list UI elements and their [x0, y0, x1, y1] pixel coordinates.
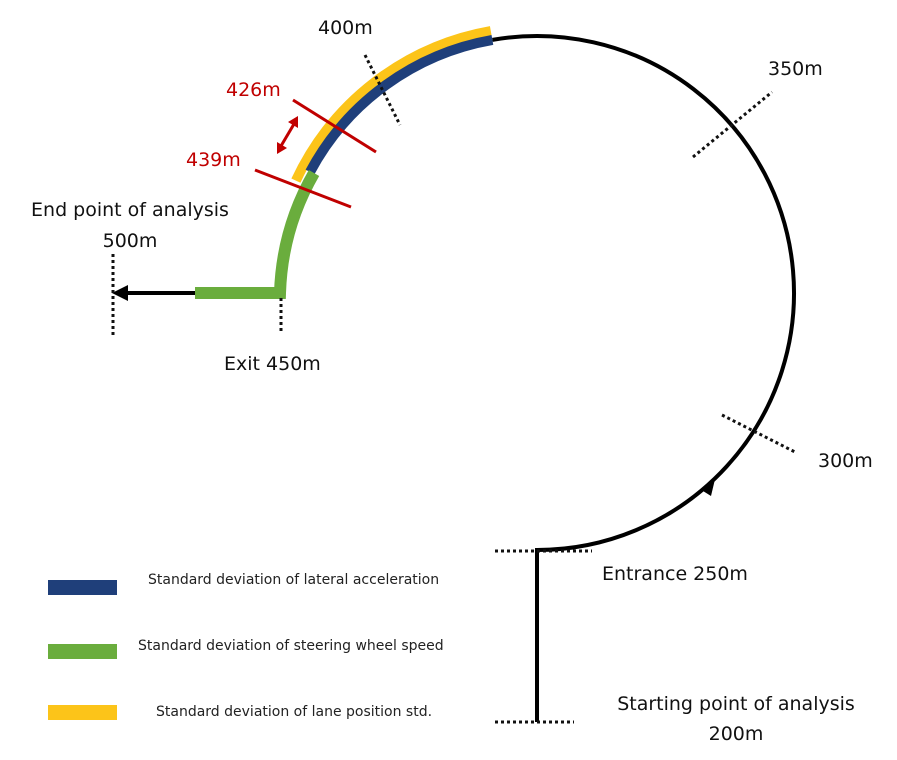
label: 350m — [768, 58, 823, 80]
label: 400m — [318, 17, 373, 39]
steering-speed-band — [195, 170, 320, 299]
label: End point of analysis — [31, 199, 229, 221]
label: Starting point of analysis — [617, 693, 855, 715]
label: Exit 450m — [224, 353, 321, 375]
tick — [721, 413, 796, 454]
legend-text: Standard deviation of lane position std. — [156, 704, 432, 720]
end-arrow — [112, 285, 128, 301]
tick — [692, 90, 773, 159]
label: 439m — [186, 149, 241, 171]
direction-arrow — [703, 475, 716, 496]
label: 200m — [709, 723, 764, 745]
legend-swatch — [48, 644, 117, 659]
range-arrowhead — [288, 116, 298, 128]
label: 500m — [103, 230, 158, 252]
lane-position-band — [291, 26, 492, 183]
range-arrow — [279, 123, 296, 147]
range-arrowhead — [277, 142, 287, 154]
legend-swatch — [48, 705, 117, 720]
label: 426m — [226, 79, 281, 101]
legend-text: Standard deviation of lateral accelerati… — [148, 572, 439, 588]
lateral-acceleration-band — [305, 34, 494, 175]
marker-439 — [254, 168, 352, 209]
marker-426 — [292, 98, 377, 154]
legend-text: Standard deviation of steering wheel spe… — [138, 638, 444, 654]
label: Entrance 250m — [602, 563, 748, 585]
label: 300m — [818, 450, 873, 472]
legend-swatch — [48, 580, 117, 595]
tick — [363, 54, 402, 126]
track — [492, 34, 796, 722]
